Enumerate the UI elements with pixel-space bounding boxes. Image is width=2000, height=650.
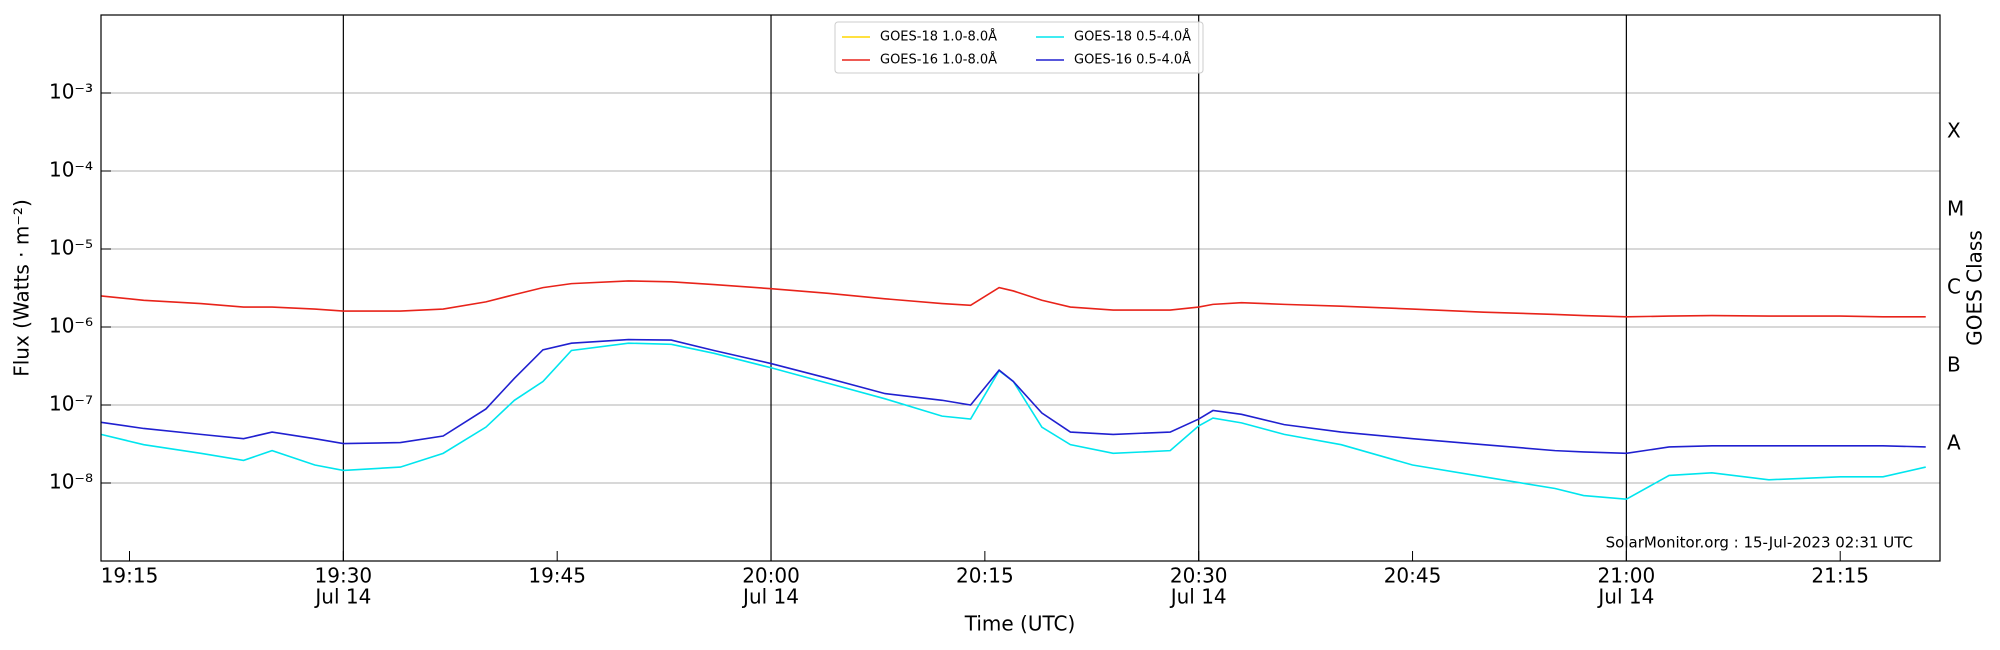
y-tick-label: 10⁻⁴ (49, 158, 93, 182)
x-tick-label: 20:45 (1384, 564, 1442, 588)
y2-tick-label: A (1947, 431, 1961, 455)
y2-tick-label: C (1947, 275, 1961, 299)
x-tick-label: 19:30 (315, 564, 373, 588)
y-tick-label: 10⁻⁵ (49, 236, 93, 260)
plot-frame (100, 14, 1941, 562)
y-tick-label: 10⁻⁷ (49, 392, 93, 416)
y2-tick-label: B (1947, 353, 1961, 377)
legend: GOES-18 1.0-8.0Å GOES-16 1.0-8.0Å GOES-18 … (834, 21, 1204, 74)
y-tick-label: 10⁻⁸ (49, 470, 93, 494)
y2-tick-label: M (1947, 197, 1964, 221)
y-tick-label: 10⁻⁶ (49, 314, 93, 338)
x-tick-label: 20:00 (742, 564, 800, 588)
x-axis-label: Time (UTC) (964, 612, 1076, 636)
annotation: SolarMonitor.org : 15-Jul-2023 02:31 UTC (1606, 534, 1913, 552)
y2-axis-label: GOES Class (1963, 230, 1987, 346)
x-tick-label: 19:45 (528, 564, 586, 588)
y2-tick-label: X (1947, 119, 1961, 143)
x-tick-label: 21:15 (1811, 564, 1869, 588)
y-axis-label: Flux (Watts · m⁻²) (10, 199, 34, 377)
y-tick-label: 10⁻³ (49, 80, 93, 104)
legend-label: GOES-16 1.0-8.0Å (880, 52, 997, 68)
x-tick-label: 19:15 (101, 564, 159, 588)
series-line (100, 338, 1926, 455)
x-tick-label: 20:15 (956, 564, 1014, 588)
x-tick-label: 21:00 (1598, 564, 1656, 588)
x-tick-date: Jul 14 (313, 585, 371, 609)
x-tick-date: Jul 14 (1169, 585, 1227, 609)
series-line (100, 342, 1926, 501)
x-tick-date: Jul 14 (741, 585, 799, 609)
legend-label: GOES-18 1.0-8.0Å (880, 29, 997, 45)
legend-box (834, 21, 1204, 74)
x-tick-date: Jul 14 (1596, 585, 1654, 609)
legend-label: GOES-18 0.5-4.0Å (1074, 29, 1191, 45)
legend-label: GOES-16 0.5-4.0Å (1074, 52, 1191, 68)
x-tick-label: 20:30 (1170, 564, 1228, 588)
series-line (100, 280, 1926, 318)
